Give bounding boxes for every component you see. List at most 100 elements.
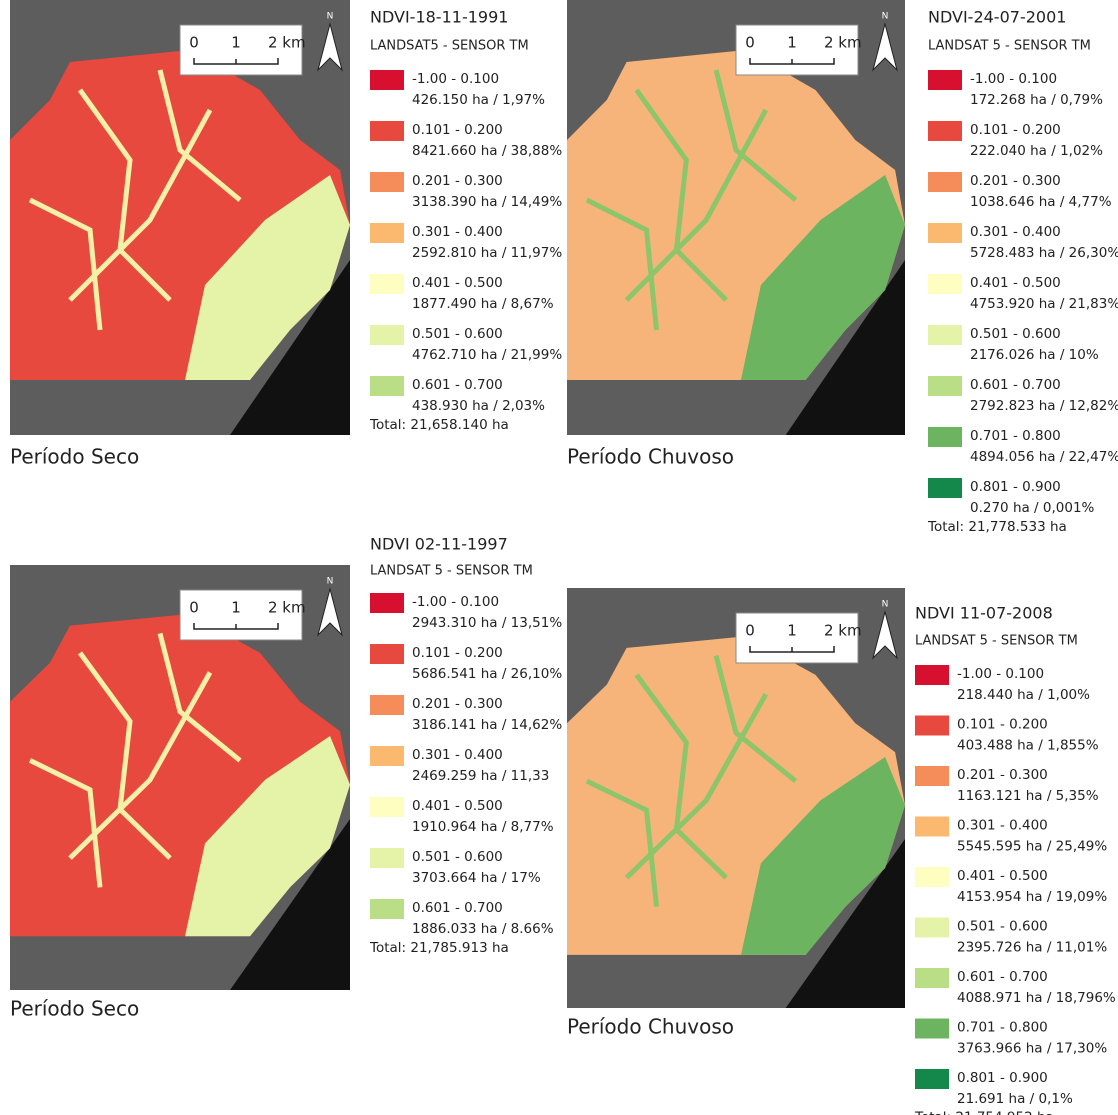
legend-swatch — [928, 70, 962, 90]
legend-range: 0.301 - 0.400 — [957, 818, 1048, 834]
legend-area: 1038.646 ha / 4,77% — [970, 194, 1112, 210]
legend-area: 403.488 ha / 1,855% — [957, 738, 1099, 754]
legend-range: 0.601 - 0.700 — [412, 900, 503, 916]
legend-swatch — [928, 121, 962, 141]
legend-area: 222.040 ha / 1,02% — [970, 143, 1103, 159]
legend-swatch — [370, 593, 404, 613]
legend-swatch — [928, 376, 962, 396]
legend-swatch — [928, 478, 962, 498]
legend-area: 0.270 ha / 0,001% — [970, 500, 1095, 516]
legend-swatch — [928, 427, 962, 447]
legend-swatch — [370, 325, 404, 345]
legend-swatch — [915, 766, 949, 786]
legend-total: Total: 21,778.533 ha — [927, 519, 1067, 535]
legend-swatch — [370, 223, 404, 243]
legend-area: 3138.390 ha / 14,49% — [412, 194, 562, 210]
legend-area: 2592.810 ha / 11,97% — [412, 245, 562, 261]
legend-swatch — [915, 867, 949, 887]
legend-area: 5728.483 ha / 26,30% — [970, 245, 1118, 261]
legend-range: 0.301 - 0.400 — [970, 224, 1061, 240]
legend-swatch — [915, 968, 949, 988]
legend-swatch — [928, 325, 962, 345]
scale-label: 2 km — [824, 622, 862, 640]
period-label: Período Seco — [10, 997, 139, 1021]
scale-label: 1 — [787, 622, 797, 640]
north-label: N — [327, 577, 334, 587]
legend-range: 0.801 - 0.900 — [957, 1070, 1048, 1086]
legend-area: 5545.595 ha / 25,49% — [957, 839, 1107, 855]
legend-area: 4762.710 ha / 21,99% — [412, 347, 562, 363]
legend-total: Total: 21,785.913 ha — [369, 940, 509, 956]
legend-range: 0.301 - 0.400 — [412, 224, 503, 240]
legend-swatch — [915, 1019, 949, 1039]
legend-area: 8421.660 ha / 38,88% — [412, 143, 562, 159]
legend-area: 1877.490 ha / 8,67% — [412, 296, 554, 312]
legend-swatch — [370, 899, 404, 919]
north-label: N — [882, 600, 889, 610]
legend-range: 0.401 - 0.500 — [957, 868, 1048, 884]
legend-area: 2943.310 ha / 13,51% — [412, 615, 562, 631]
legend-area: 2792.823 ha / 12,82% — [970, 398, 1118, 414]
legend-area: 4153.954 ha / 19,09% — [957, 889, 1107, 905]
legend-range: 0.401 - 0.500 — [412, 798, 503, 814]
legend-swatch — [928, 274, 962, 294]
legend-subtitle: LANDSAT 5 - SENSOR TM — [915, 634, 1078, 649]
legend-swatch — [915, 1069, 949, 1089]
legend-range: -1.00 - 0.100 — [970, 71, 1057, 87]
page: 012 kmNPeríodo SecoNDVI-18-11-1991LANDSA… — [0, 0, 1118, 1115]
legend-swatch — [928, 172, 962, 192]
scale-label: 1 — [787, 34, 797, 52]
scale-label: 0 — [189, 599, 199, 617]
period-label: Período Chuvoso — [567, 1015, 734, 1039]
legend-area: 4088.971 ha / 18,796% — [957, 990, 1116, 1006]
legend-swatch — [370, 644, 404, 664]
legend-swatch — [370, 70, 404, 90]
legend-range: 0.101 - 0.200 — [970, 122, 1061, 138]
legend-range: 0.101 - 0.200 — [412, 122, 503, 138]
legend-area: 4753.920 ha / 21,83% — [970, 296, 1118, 312]
scale-label: 0 — [189, 34, 199, 52]
legend-range: 0.801 - 0.900 — [970, 479, 1061, 495]
legend-swatch — [370, 746, 404, 766]
legend-title: NDVI 02-11-1997 — [370, 535, 508, 554]
legend-range: 0.601 - 0.700 — [412, 377, 503, 393]
legend-range: 0.601 - 0.700 — [970, 377, 1061, 393]
legend-range: 0.101 - 0.200 — [957, 717, 1048, 733]
legend-range: 0.201 - 0.300 — [957, 767, 1048, 783]
legend-title: NDVI-18-11-1991 — [370, 8, 508, 27]
legend-range: 0.701 - 0.800 — [970, 428, 1061, 444]
legend-range: 0.201 - 0.300 — [412, 173, 503, 189]
north-label: N — [882, 12, 889, 22]
north-label: N — [327, 12, 334, 22]
legend-range: 0.501 - 0.600 — [412, 849, 503, 865]
legend-area: 5686.541 ha / 26,10% — [412, 666, 562, 682]
legend-swatch — [370, 695, 404, 715]
legend-area: 426.150 ha / 1,97% — [412, 92, 545, 108]
legend-area: 1910.964 ha / 8,77% — [412, 819, 554, 835]
legend-range: 0.101 - 0.200 — [412, 645, 503, 661]
legend-range: 0.501 - 0.600 — [970, 326, 1061, 342]
legend-area: 3703.664 ha / 17% — [412, 870, 541, 886]
legend-area: 1886.033 ha / 8.66% — [412, 921, 554, 937]
legend-total: Total: 21,658.140 ha — [369, 417, 509, 433]
legend-area: 3763.966 ha / 17,30% — [957, 1041, 1107, 1057]
legend-range: 0.401 - 0.500 — [970, 275, 1061, 291]
legend-subtitle: LANDSAT 5 - SENSOR TM — [370, 564, 533, 579]
scale-label: 1 — [231, 34, 241, 52]
legend-area: 4894.056 ha / 22,47% — [970, 449, 1118, 465]
legend-range: 0.301 - 0.400 — [412, 747, 503, 763]
legend-range: -1.00 - 0.100 — [412, 71, 499, 87]
scale-label: 2 km — [268, 34, 306, 52]
legend-area: 218.440 ha / 1,00% — [957, 687, 1090, 703]
legend-range: 0.601 - 0.700 — [957, 969, 1048, 985]
legend-range: 0.201 - 0.300 — [970, 173, 1061, 189]
period-label: Período Seco — [10, 445, 139, 469]
legend-area: 2469.259 ha / 11,33 — [412, 768, 549, 784]
legend-title: NDVI 11-07-2008 — [915, 604, 1053, 623]
legend-swatch — [915, 817, 949, 837]
legend-area: 3186.141 ha / 14,62% — [412, 717, 562, 733]
legend-swatch — [370, 376, 404, 396]
